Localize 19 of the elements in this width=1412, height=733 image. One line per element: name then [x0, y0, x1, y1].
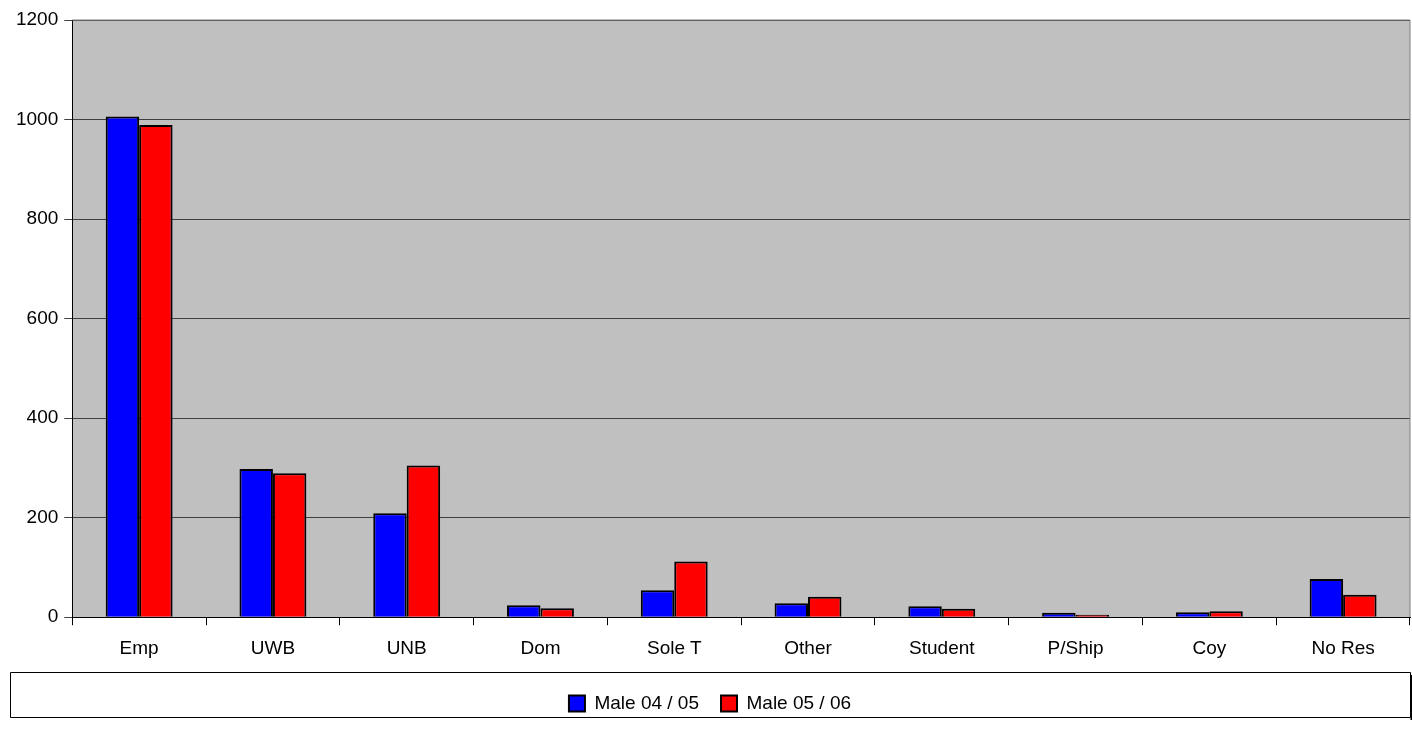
y-tick-label: 400 — [26, 406, 59, 428]
y-tick-label: 1000 — [15, 107, 59, 129]
x-tick-label: Dom — [520, 636, 561, 658]
x-tick-label: Other — [784, 636, 833, 658]
x-tick-label: UWB — [250, 636, 296, 658]
legend-label: Male 05 / 06 — [746, 691, 852, 713]
y-tick-label: 600 — [26, 306, 59, 328]
y-tick-label: 800 — [26, 207, 59, 229]
x-tick-label: Coy — [1192, 636, 1227, 658]
x-tick-label: UNB — [386, 636, 427, 658]
x-tick-label: P/Ship — [1047, 636, 1104, 658]
y-tick-label: 0 — [47, 605, 59, 627]
x-tick-label: No Res — [1311, 636, 1375, 658]
x-tick-label: Student — [909, 636, 976, 658]
y-tick-label: 200 — [26, 505, 59, 527]
x-tick-label: Sole T — [646, 636, 702, 658]
legend-label: Male 04 / 05 — [594, 691, 700, 713]
y-tick-label: 1200 — [15, 8, 59, 30]
x-tick-label: Emp — [119, 636, 159, 658]
